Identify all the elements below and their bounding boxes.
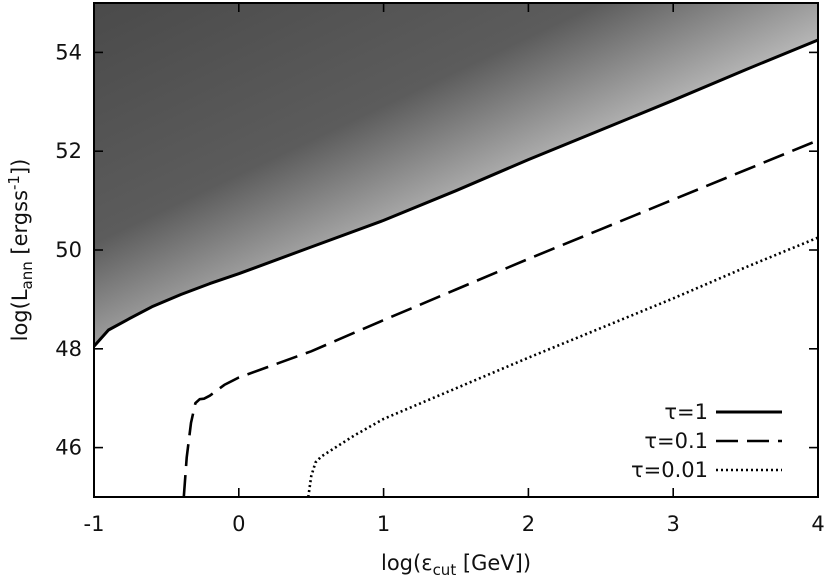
y-tick-label: 52 <box>55 139 82 163</box>
x-tick-label: 1 <box>377 512 390 536</box>
y-tick-label: 48 <box>55 337 82 361</box>
x-axis-title: log(εcut [GeV]) <box>381 551 531 579</box>
x-tick-label: 2 <box>522 512 535 536</box>
legend-label: τ=0.1 <box>644 429 708 453</box>
legend-label: τ=0.01 <box>631 458 708 482</box>
y-axis-title: log(Lann [ergss-1]) <box>5 159 36 342</box>
series-line-1 <box>182 139 818 497</box>
y-tick-label: 54 <box>55 40 82 64</box>
y-tick-label: 50 <box>55 238 82 262</box>
x-tick-label: 4 <box>811 512 824 536</box>
series-line-0 <box>94 38 818 348</box>
x-tick-label: 0 <box>232 512 245 536</box>
y-tick-label: 46 <box>55 436 82 460</box>
x-tick-label: 3 <box>667 512 680 536</box>
legend-label: τ=1 <box>664 400 708 424</box>
x-tick-label: -1 <box>84 512 105 536</box>
legend: τ=1 τ=0.1 τ=0.01 <box>631 400 782 482</box>
excluded-region <box>94 3 818 347</box>
series-line-2 <box>307 236 818 497</box>
